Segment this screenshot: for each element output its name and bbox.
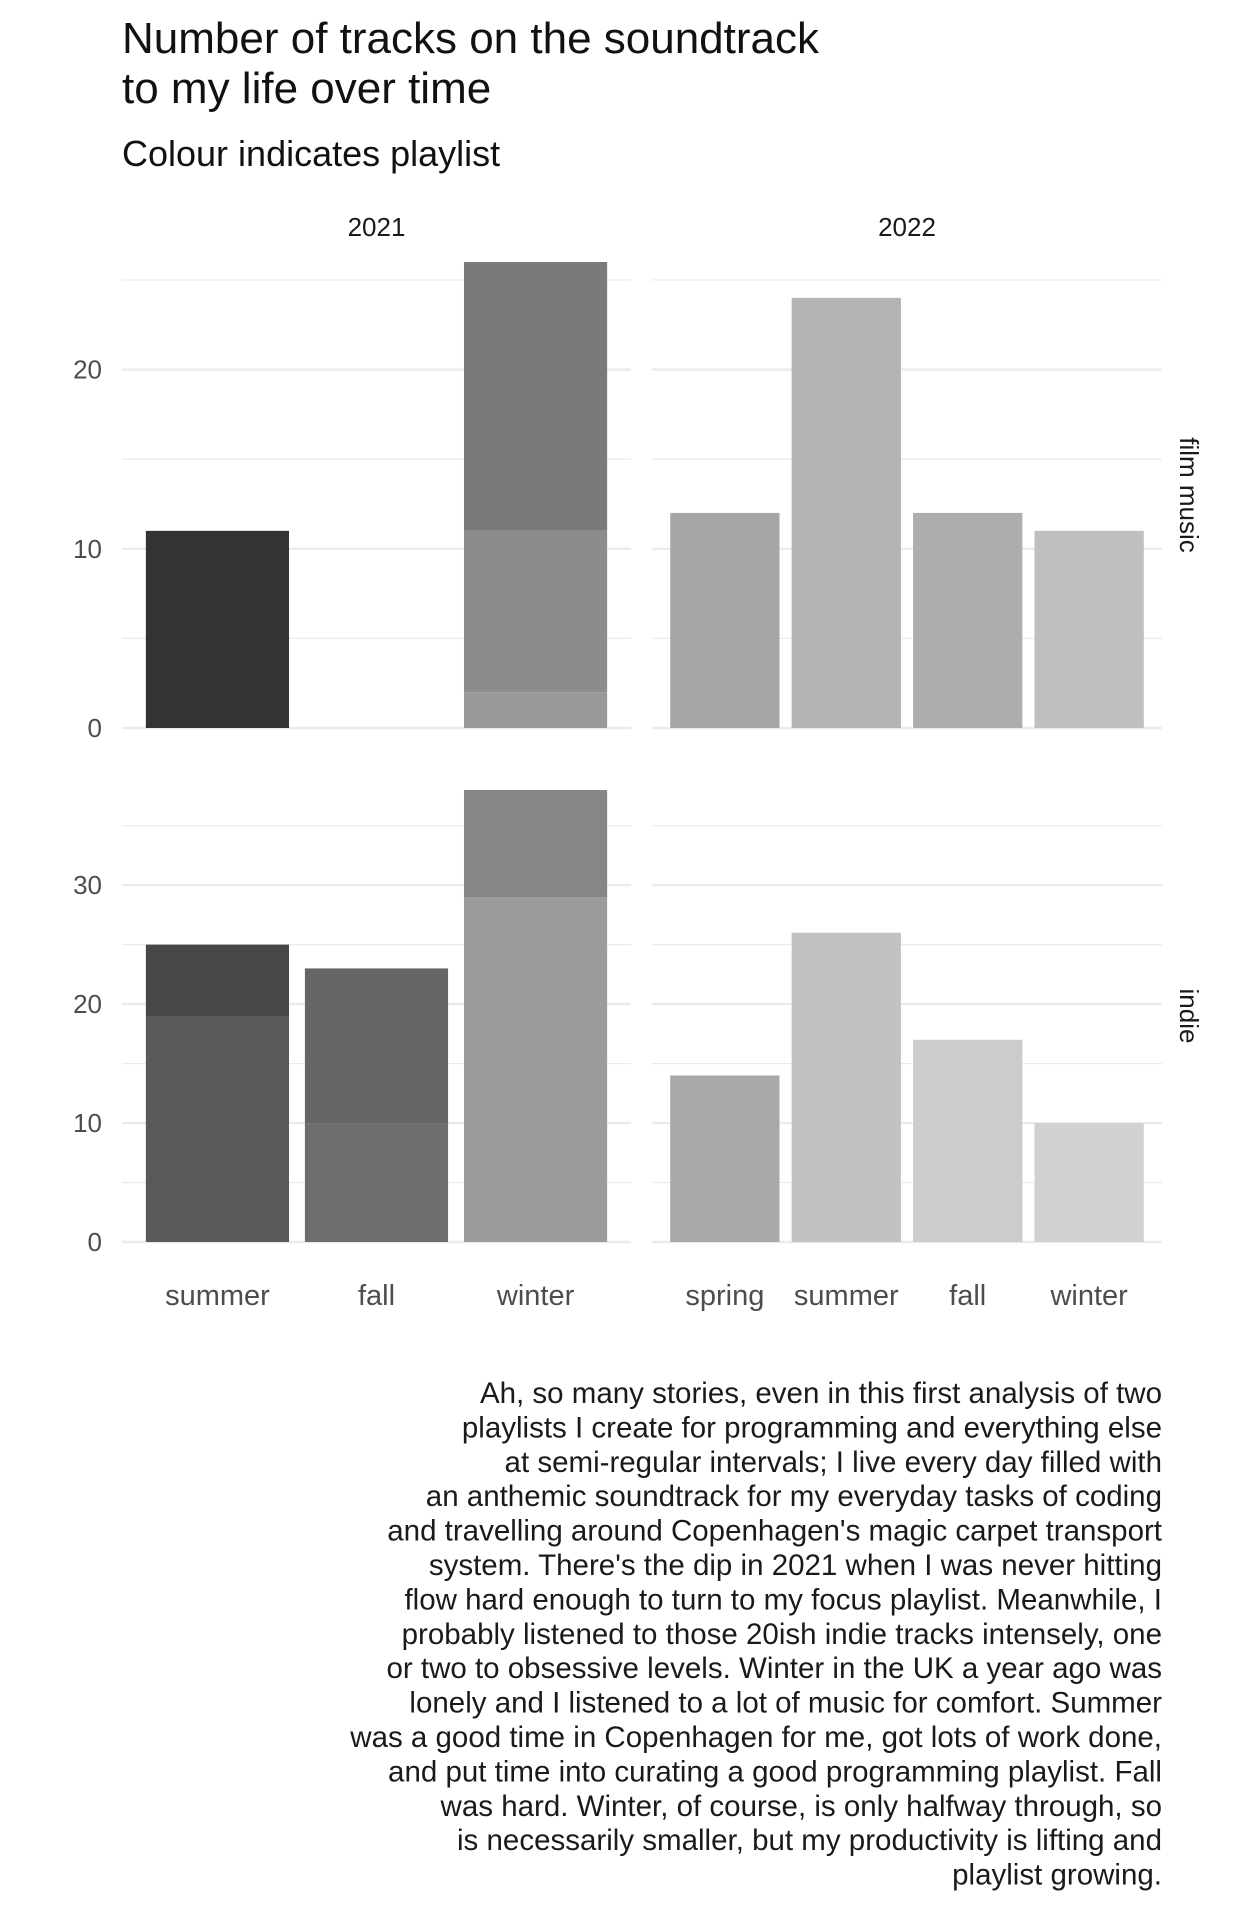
y-tick-label: 20 (73, 989, 102, 1019)
bar-2022-indie-fall-seg2 (913, 1039, 1023, 1242)
bars (145, 262, 1144, 1242)
bar-2022-film-music-winter-seg3 (1034, 530, 1144, 728)
y-tick-label: 30 (73, 870, 102, 900)
bar-2022-indie-winter-seg3 (1034, 1123, 1144, 1242)
caption-line: playlists I create for programming and e… (462, 1411, 1162, 1444)
caption-line: playlist growing. (952, 1859, 1162, 1892)
chart-title-line: Number of tracks on the soundtrack (122, 14, 820, 63)
bar-2021-indie-winter-seg4 (463, 897, 608, 1242)
bar-2021-indie-fall-seg3 (304, 968, 449, 1124)
bar-2021-indie-summer-seg1 (145, 944, 290, 1016)
facet-strip-2022: 2022 (878, 212, 936, 242)
bar-2021-film-music-winter-seg1 (463, 692, 608, 728)
bar-2021-film-music-winter-seg2 (463, 530, 608, 693)
bar-2021-indie-summer-seg0 (145, 1016, 290, 1242)
x-tick-label: summer (165, 1280, 270, 1312)
axis-labels: 0 10 20 0 10 20 30 summer fall winter spring summer… (73, 355, 1128, 1312)
bar-2022-film-music-fall-seg2 (913, 512, 1023, 728)
bar-2022-indie-summer-seg1 (791, 932, 901, 1242)
y-tick-label: 0 (88, 1227, 102, 1257)
y-tick-label: 20 (73, 355, 102, 385)
caption-line: an anthemic soundtrack for my everyday t… (426, 1480, 1162, 1513)
facet-strip-2021: 2021 (348, 212, 406, 242)
facet-strip-indie: indie (1174, 989, 1204, 1044)
y-tick-label: 10 (73, 1108, 102, 1138)
caption-line: system. There's the dip in 2021 when I w… (429, 1549, 1162, 1582)
chart-caption: Ah, so many stories, even in this first … (349, 1377, 1162, 1892)
caption-line: or two to obsessive levels. Winter in th… (386, 1652, 1162, 1685)
facet-strips: film music indie 2021 2022 (348, 212, 1204, 1043)
chart-title-line: to my life over time (122, 64, 491, 113)
caption-line: at semi-regular intervals; I live every … (505, 1446, 1162, 1479)
bar-2022-indie-spring-seg0 (670, 1075, 780, 1242)
x-tick-label: fall (949, 1280, 986, 1312)
bar-2021-film-music-summer-seg0 (145, 530, 290, 728)
caption-line: and put time into curating a good progra… (388, 1755, 1162, 1788)
x-tick-label: winter (496, 1280, 575, 1312)
caption-line: lonely and I listened to a lot of music … (409, 1687, 1162, 1720)
caption-line: Ah, so many stories, even in this first … (480, 1377, 1162, 1410)
caption-line: is necessarily smaller, but my productiv… (457, 1824, 1162, 1857)
x-tick-label: spring (685, 1280, 764, 1312)
chart-subtitle: Colour indicates playlist (122, 133, 500, 174)
y-tick-label: 10 (73, 534, 102, 564)
caption-line: probably listened to those 20ish indie t… (402, 1618, 1162, 1651)
bar-2022-film-music-summer-seg1 (791, 297, 901, 728)
y-tick-label: 0 (88, 713, 102, 743)
bar-2021-indie-fall-seg2 (304, 1123, 449, 1242)
bar-2021-film-music-winter-seg3 (463, 262, 608, 531)
x-tick-label: winter (1049, 1280, 1128, 1312)
caption-line: was hard. Winter, of course, is only hal… (440, 1790, 1162, 1823)
x-tick-label: summer (794, 1280, 899, 1312)
x-tick-label: fall (358, 1280, 395, 1312)
caption-line: flow hard enough to turn to my focus pla… (404, 1583, 1162, 1616)
bar-2021-indie-winter-seg5 (463, 790, 608, 898)
bar-2022-film-music-spring-seg0 (670, 512, 780, 728)
facet-strip-film-music: film music (1174, 437, 1204, 553)
caption-line: was a good time in Copenhagen for me, go… (349, 1721, 1162, 1754)
caption-line: and travelling around Copenhagen's magic… (387, 1515, 1162, 1548)
